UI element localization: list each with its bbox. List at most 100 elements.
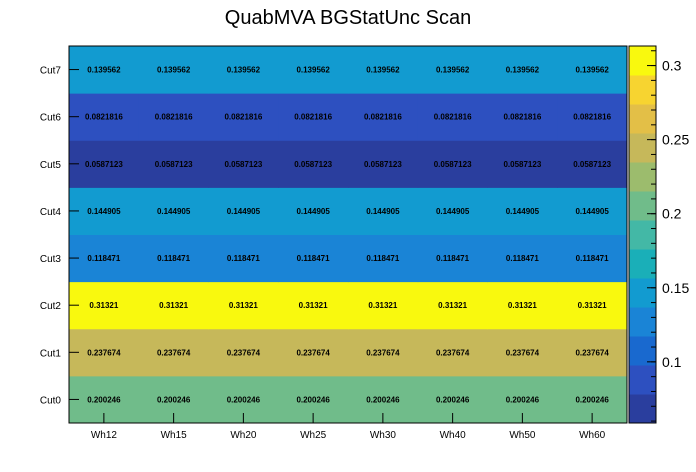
cell-value-label: 0.118471: [506, 254, 539, 263]
heatmap-cell: [138, 328, 209, 377]
cell-value-label: 0.139562: [575, 66, 609, 75]
cell-value-label: 0.200246: [87, 395, 121, 404]
heatmap-cell: [417, 234, 488, 283]
heatmap-cell: [278, 46, 349, 94]
cell-value-label: 0.0821816: [573, 113, 611, 122]
color-scale-band: [629, 104, 656, 134]
heatmap-cell: [557, 187, 628, 235]
cell-value-label: 0.31321: [508, 301, 537, 310]
heatmap-cell: [348, 46, 419, 94]
heatmap-cell: [278, 93, 349, 141]
cell-value-label: 0.0821816: [503, 113, 541, 122]
heatmap-cell: [278, 140, 349, 188]
plot-frame: [68, 45, 628, 424]
heatmap-cell: [417, 328, 488, 377]
heatmap-cell: [208, 328, 279, 377]
y-tick-label: Cut2: [40, 301, 62, 312]
cell-value-label: 0.31321: [299, 301, 328, 310]
color-scale-band: [629, 162, 656, 192]
heatmap-cell: [487, 234, 558, 283]
x-tick-label: Wh20: [230, 430, 257, 441]
heatmap-cell: [138, 46, 209, 94]
chart-title: QuabMVA BGStatUnc Scan: [225, 7, 471, 29]
color-scale-band: [629, 394, 656, 424]
cell-value-label: 0.237674: [157, 348, 191, 357]
cell-value-label: 0.118471: [576, 254, 609, 263]
color-scale-tick-label: 0.3: [662, 58, 682, 74]
cell-value-label: 0.200246: [436, 395, 470, 404]
heatmap-cell: [487, 187, 558, 235]
heatmap-cell: [417, 281, 488, 330]
cell-value-label: 0.144905: [436, 207, 470, 216]
heatmap-cell: [348, 140, 419, 188]
heatmap-cell: [557, 93, 628, 141]
cell-value-label: 0.0587123: [364, 160, 402, 169]
heatmap-cell: [69, 234, 140, 283]
cell-value-label: 0.144905: [366, 207, 400, 216]
color-scale-band: [629, 191, 656, 221]
heatmap-cell: [487, 328, 558, 377]
color-scale-band: [629, 365, 656, 395]
cell-value-label: 0.139562: [157, 66, 191, 75]
heatmap-cell: [138, 93, 209, 141]
heatmap-cell: [278, 234, 349, 283]
color-scale-band: [629, 220, 656, 250]
x-tick-label: Wh15: [161, 430, 188, 441]
heatmap-cell: [417, 140, 488, 188]
heatmap-cell: [278, 187, 349, 235]
heatmap-cell: [208, 140, 279, 188]
cell-value-label: 0.144905: [506, 207, 540, 216]
heatmap-cell: [69, 93, 140, 141]
cell-value-label: 0.0821816: [434, 113, 472, 122]
cell-value-label: 0.31321: [578, 301, 607, 310]
y-tick-label: Cut1: [40, 348, 62, 359]
heatmap-cell: [417, 187, 488, 235]
heatmap-cell: [69, 46, 140, 94]
color-scale-frame: [628, 45, 657, 424]
cell-value-label: 0.237674: [436, 348, 470, 357]
heatmap-cell: [557, 281, 628, 330]
cell-value-label: 0.200246: [366, 395, 400, 404]
heatmap-cell: [557, 46, 628, 94]
cell-value-label: 0.0587123: [294, 160, 332, 169]
cell-value-label: 0.237674: [366, 348, 400, 357]
cell-value-label: 0.0587123: [85, 160, 123, 169]
heatmap-cell: [348, 234, 419, 283]
x-tick-label: Wh25: [300, 430, 327, 441]
y-tick-label: Cut4: [40, 207, 62, 218]
heatmap-cell: [557, 140, 628, 188]
x-tick-label: Wh40: [440, 430, 467, 441]
cell-value-label: 0.0821816: [85, 113, 123, 122]
cell-value-label: 0.144905: [296, 207, 330, 216]
cell-value-label: 0.31321: [89, 301, 118, 310]
heatmap-cell: [348, 93, 419, 141]
color-scale-tick-label: 0.25: [662, 132, 689, 148]
x-tick-label: Wh60: [579, 430, 606, 441]
cell-value-label: 0.31321: [159, 301, 188, 310]
cell-value-labels: 0.200246 0.200246 0.200246 0.200246 0.200246…: [85, 66, 612, 405]
color-scale-axis: 0.1 0.15 0.2 0.25 0.3: [647, 50, 689, 422]
heatmap-cell: [69, 328, 140, 377]
heatmap-cell: [417, 46, 488, 94]
cell-value-label: 0.139562: [87, 66, 121, 75]
cell-value-label: 0.0821816: [294, 113, 332, 122]
cell-value-label: 0.0587123: [434, 160, 472, 169]
cell-value-label: 0.237674: [296, 348, 330, 357]
cell-value-label: 0.144905: [157, 207, 191, 216]
cell-value-label: 0.0587123: [573, 160, 611, 169]
color-scale-tick-label: 0.1: [662, 354, 682, 370]
cell-value-label: 0.200246: [157, 395, 191, 404]
heatmap-cell: [348, 328, 419, 377]
heatmap-cell: [487, 281, 558, 330]
heatmap-cell: [138, 234, 209, 283]
heatmap-cell: [138, 281, 209, 330]
heatmap-cell: [69, 281, 140, 330]
cell-value-label: 0.144905: [87, 207, 121, 216]
color-scale-band: [629, 307, 656, 337]
color-scale-band: [629, 336, 656, 366]
heatmap-cell: [69, 140, 140, 188]
heatmap-cell: [348, 281, 419, 330]
heatmap-cell: [208, 281, 279, 330]
heatmap-cell: [348, 187, 419, 235]
cell-value-label: 0.200246: [296, 395, 330, 404]
